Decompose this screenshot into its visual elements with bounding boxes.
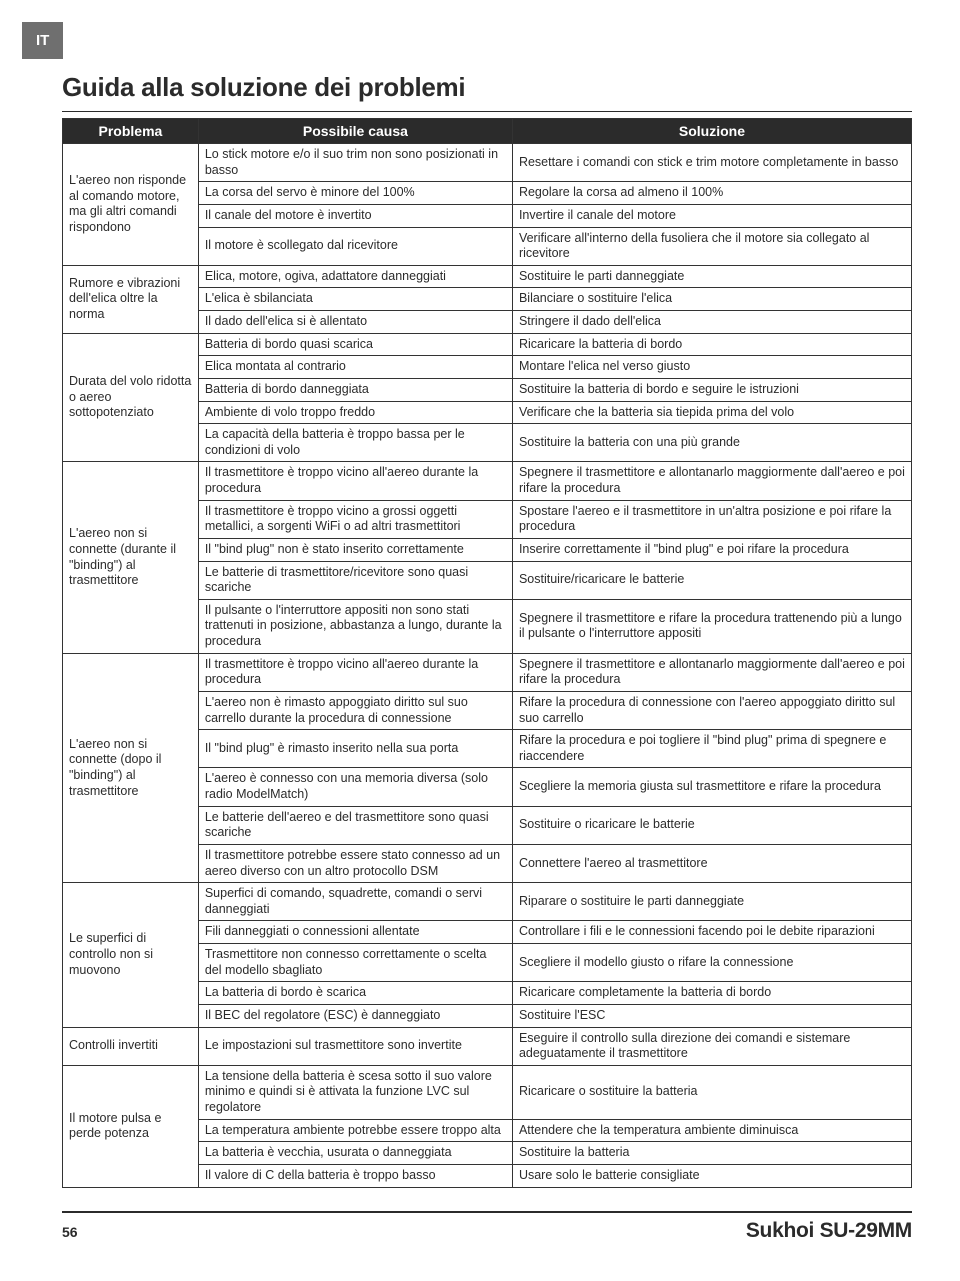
cause-cell: Il trasmettitore potrebbe essere stato c…: [198, 844, 512, 882]
solution-cell: Controllare i fili e le connessioni face…: [512, 921, 911, 944]
cause-cell: Elica, motore, ogiva, adattatore dannegg…: [198, 265, 512, 288]
table-row: L'aereo non si connette (durante il "bin…: [63, 462, 912, 500]
cause-cell: La batteria è vecchia, usurata o dannegg…: [198, 1142, 512, 1165]
solution-cell: Spegnere il trasmettitore e rifare la pr…: [512, 599, 911, 653]
cause-cell: Il dado dell'elica si è allentato: [198, 311, 512, 334]
column-header-soluzione: Soluzione: [512, 119, 911, 144]
solution-cell: Stringere il dado dell'elica: [512, 311, 911, 334]
cause-cell: Il valore di C della batteria è troppo b…: [198, 1164, 512, 1187]
solution-cell: Sostituire la batteria: [512, 1142, 911, 1165]
solution-cell: Scegliere la memoria giusta sul trasmett…: [512, 768, 911, 806]
table-row: Le superfici di controllo non si muovono…: [63, 883, 912, 921]
page-footer: 56 Sukhoi SU-29MM: [62, 1211, 912, 1243]
solution-cell: Spegnere il trasmettitore e allontanarlo…: [512, 653, 911, 691]
solution-cell: Rifare la procedura di connessione con l…: [512, 691, 911, 729]
solution-cell: Connettere l'aereo al trasmettitore: [512, 844, 911, 882]
solution-cell: Usare solo le batterie consigliate: [512, 1164, 911, 1187]
problem-cell: L'aereo non si connette (durante il "bin…: [63, 462, 199, 653]
problem-cell: L'aereo non si connette (dopo il "bindin…: [63, 653, 199, 883]
problem-cell: L'aereo non risponde al comando motore, …: [63, 144, 199, 266]
cause-cell: Il trasmettitore è troppo vicino all'aer…: [198, 462, 512, 500]
problem-cell: Il motore pulsa e perde potenza: [63, 1065, 199, 1187]
problem-cell: Durata del volo ridotta o aereo sottopot…: [63, 333, 199, 462]
cause-cell: Lo stick motore e/o il suo trim non sono…: [198, 144, 512, 182]
cause-cell: Trasmettitore non connesso correttamente…: [198, 944, 512, 982]
problem-cell: Controlli invertiti: [63, 1027, 199, 1065]
solution-cell: Regolare la corsa ad almeno il 100%: [512, 182, 911, 205]
cause-cell: La capacità della batteria è troppo bass…: [198, 424, 512, 462]
solution-cell: Sostituire o ricaricare le batterie: [512, 806, 911, 844]
cause-cell: Le batterie di trasmettitore/ricevitore …: [198, 561, 512, 599]
cause-cell: La batteria di bordo è scarica: [198, 982, 512, 1005]
solution-cell: Verificare che la batteria sia tiepida p…: [512, 401, 911, 424]
column-header-problema: Problema: [63, 119, 199, 144]
solution-cell: Rifare la procedura e poi togliere il "b…: [512, 730, 911, 768]
solution-cell: Sostituire l'ESC: [512, 1004, 911, 1027]
solution-cell: Attendere che la temperatura ambiente di…: [512, 1119, 911, 1142]
cause-cell: Il BEC del regolatore (ESC) è danneggiat…: [198, 1004, 512, 1027]
solution-cell: Montare l'elica nel verso giusto: [512, 356, 911, 379]
cause-cell: Il trasmettitore è troppo vicino all'aer…: [198, 653, 512, 691]
cause-cell: Il "bind plug" non è stato inserito corr…: [198, 538, 512, 561]
solution-cell: Bilanciare o sostituire l'elica: [512, 288, 911, 311]
table-row: Controlli invertitiLe impostazioni sul t…: [63, 1027, 912, 1065]
solution-cell: Ricaricare la batteria di bordo: [512, 333, 911, 356]
cause-cell: Ambiente di volo troppo freddo: [198, 401, 512, 424]
title-divider: [62, 111, 912, 112]
cause-cell: Le batterie dell'aereo e del trasmettito…: [198, 806, 512, 844]
cause-cell: Superfici di comando, squadrette, comand…: [198, 883, 512, 921]
page-content: Guida alla soluzione dei problemi Proble…: [0, 0, 960, 1188]
solution-cell: Ricaricare completamente la batteria di …: [512, 982, 911, 1005]
cause-cell: Elica montata al contrario: [198, 356, 512, 379]
page-title: Guida alla soluzione dei problemi: [62, 72, 912, 103]
solution-cell: Spostare l'aereo e il trasmettitore in u…: [512, 500, 911, 538]
solution-cell: Sostituire/ricaricare le batterie: [512, 561, 911, 599]
table-row: Durata del volo ridotta o aereo sottopot…: [63, 333, 912, 356]
solution-cell: Scegliere il modello giusto o rifare la …: [512, 944, 911, 982]
solution-cell: Eseguire il controllo sulla direzione de…: [512, 1027, 911, 1065]
solution-cell: Inserire correttamente il "bind plug" e …: [512, 538, 911, 561]
cause-cell: L'aereo è connesso con una memoria diver…: [198, 768, 512, 806]
cause-cell: Batteria di bordo quasi scarica: [198, 333, 512, 356]
solution-cell: Ricaricare o sostituire la batteria: [512, 1065, 911, 1119]
table-row: Il motore pulsa e perde potenzaLa tensio…: [63, 1065, 912, 1119]
table-row: Rumore e vibrazioni dell'elica oltre la …: [63, 265, 912, 288]
solution-cell: Resettare i comandi con stick e trim mot…: [512, 144, 911, 182]
solution-cell: Spegnere il trasmettitore e allontanarlo…: [512, 462, 911, 500]
cause-cell: Fili danneggiati o connessioni allentate: [198, 921, 512, 944]
troubleshooting-table: Problema Possibile causa Soluzione L'aer…: [62, 118, 912, 1188]
cause-cell: La tensione della batteria è scesa sotto…: [198, 1065, 512, 1119]
problem-cell: Rumore e vibrazioni dell'elica oltre la …: [63, 265, 199, 333]
cause-cell: Il "bind plug" è rimasto inserito nella …: [198, 730, 512, 768]
column-header-causa: Possibile causa: [198, 119, 512, 144]
language-tab: IT: [22, 22, 63, 59]
solution-cell: Sostituire la batteria con una più grand…: [512, 424, 911, 462]
cause-cell: Il pulsante o l'interruttore appositi no…: [198, 599, 512, 653]
cause-cell: Il canale del motore è invertito: [198, 204, 512, 227]
solution-cell: Riparare o sostituire le parti danneggia…: [512, 883, 911, 921]
cause-cell: Il motore è scollegato dal ricevitore: [198, 227, 512, 265]
cause-cell: La corsa del servo è minore del 100%: [198, 182, 512, 205]
page-number: 56: [62, 1224, 78, 1240]
cause-cell: L'elica è sbilanciata: [198, 288, 512, 311]
solution-cell: Verificare all'interno della fusoliera c…: [512, 227, 911, 265]
cause-cell: La temperatura ambiente potrebbe essere …: [198, 1119, 512, 1142]
solution-cell: Sostituire la batteria di bordo e seguir…: [512, 378, 911, 401]
problem-cell: Le superfici di controllo non si muovono: [63, 883, 199, 1027]
solution-cell: Sostituire le parti danneggiate: [512, 265, 911, 288]
cause-cell: Il trasmettitore è troppo vicino a gross…: [198, 500, 512, 538]
cause-cell: L'aereo non è rimasto appoggiato diritto…: [198, 691, 512, 729]
solution-cell: Invertire il canale del motore: [512, 204, 911, 227]
cause-cell: Le impostazioni sul trasmettitore sono i…: [198, 1027, 512, 1065]
cause-cell: Batteria di bordo danneggiata: [198, 378, 512, 401]
table-row: L'aereo non risponde al comando motore, …: [63, 144, 912, 182]
table-row: L'aereo non si connette (dopo il "bindin…: [63, 653, 912, 691]
model-name: Sukhoi SU-29MM: [746, 1219, 912, 1243]
